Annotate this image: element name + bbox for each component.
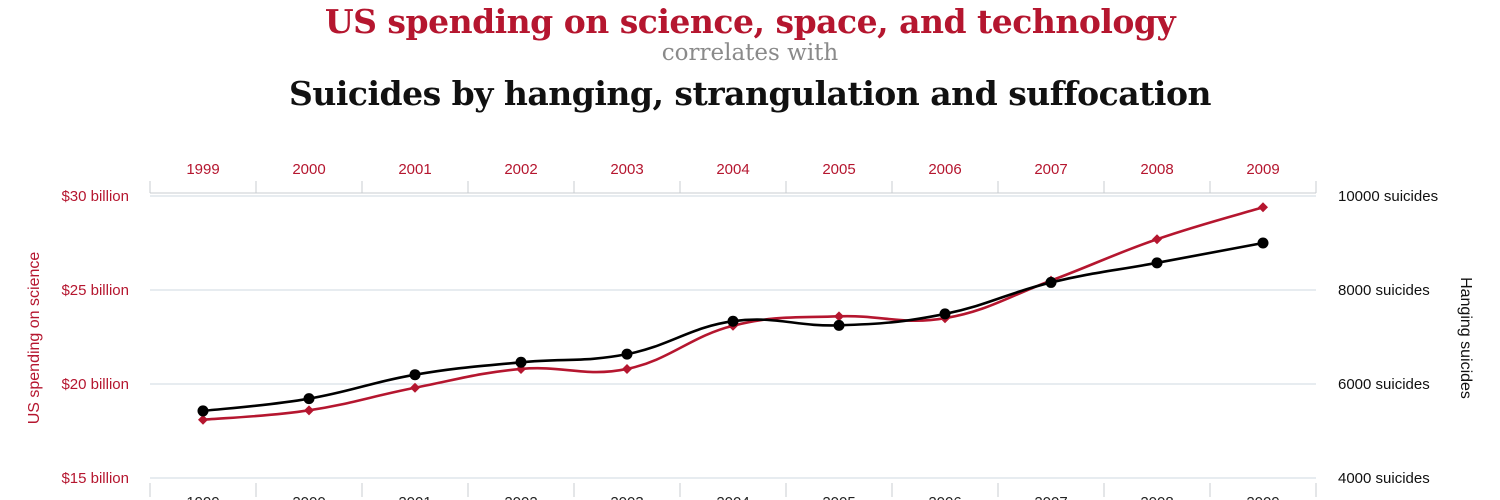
x-tick-label-top: 2005 — [822, 161, 855, 178]
data-point-diamond — [198, 414, 208, 425]
data-point-diamond — [622, 363, 632, 374]
x-tick-label-top: 2002 — [504, 161, 537, 178]
left-axis-title: US spending on science — [26, 252, 43, 425]
data-point-circle — [939, 308, 951, 320]
chart-subtitle: Suicides by hanging, strangulation and s… — [289, 74, 1211, 113]
right-axis-tick-label: 8000 suicides — [1338, 282, 1430, 299]
data-point-circle — [303, 393, 315, 405]
chart-connector-text: correlates with — [661, 40, 839, 66]
left-axis-tick-label: $20 billion — [61, 376, 129, 393]
left-axis-tick-label: $15 billion — [61, 470, 129, 487]
data-point-circle — [197, 405, 209, 417]
data-point-circle — [621, 348, 633, 360]
grid-lines — [150, 195, 1316, 479]
data-point-circle — [1151, 257, 1163, 269]
x-tick-label-top: 1999 — [186, 161, 219, 178]
axes — [149, 181, 1317, 497]
x-tick-label-bottom: 2005 — [822, 494, 855, 500]
data-point-circle — [727, 315, 739, 327]
x-tick-label-bottom: 2000 — [292, 494, 325, 500]
left-axis-tick-label: $30 billion — [61, 188, 129, 205]
x-tick-label-bottom: 2009 — [1246, 494, 1279, 500]
data-point-diamond — [1152, 234, 1162, 245]
x-tick-label-bottom: 2008 — [1140, 494, 1173, 500]
right-axis-tick-label: 10000 suicides — [1338, 188, 1438, 205]
x-tick-label-bottom: 2006 — [928, 494, 961, 500]
right-axis-tick-label: 6000 suicides — [1338, 376, 1430, 393]
right-axis-tick-label: 4000 suicides — [1338, 470, 1430, 487]
series-group — [197, 202, 1269, 425]
x-tick-label-top: 2006 — [928, 161, 961, 178]
data-point-diamond — [1258, 202, 1268, 213]
x-tick-label-top: 2008 — [1140, 161, 1173, 178]
x-tick-label-top: 2003 — [610, 161, 643, 178]
x-tick-label-bottom: 2007 — [1034, 494, 1067, 500]
data-point-diamond — [410, 382, 420, 393]
tick-labels: $15 billion 4000 suicides $20 billion 6000 … — [61, 161, 1438, 500]
x-tick-label-bottom: 2004 — [716, 494, 749, 500]
x-tick-label-top: 2000 — [292, 161, 325, 178]
data-point-diamond — [304, 405, 314, 416]
x-tick-label-top: 2004 — [716, 161, 749, 178]
chart-title: US spending on science, space, and techn… — [324, 2, 1176, 41]
x-tick-label-bottom: 2002 — [504, 494, 537, 500]
x-tick-label-top: 2001 — [398, 161, 431, 178]
x-tick-label-bottom: 2003 — [610, 494, 643, 500]
data-point-circle — [833, 319, 845, 331]
data-point-diamond — [834, 311, 844, 322]
data-point-circle — [409, 369, 421, 381]
x-tick-label-top: 2009 — [1246, 161, 1279, 178]
data-point-circle — [1257, 237, 1269, 249]
left-axis-tick-label: $25 billion — [61, 282, 129, 299]
x-tick-label-top: 2007 — [1034, 161, 1067, 178]
x-tick-label-bottom: 2001 — [398, 494, 431, 500]
x-tick-label-bottom: 1999 — [186, 494, 219, 500]
right-axis-title: Hanging suicides — [1457, 277, 1474, 399]
data-point-circle — [515, 356, 527, 368]
data-point-circle — [1045, 276, 1057, 288]
